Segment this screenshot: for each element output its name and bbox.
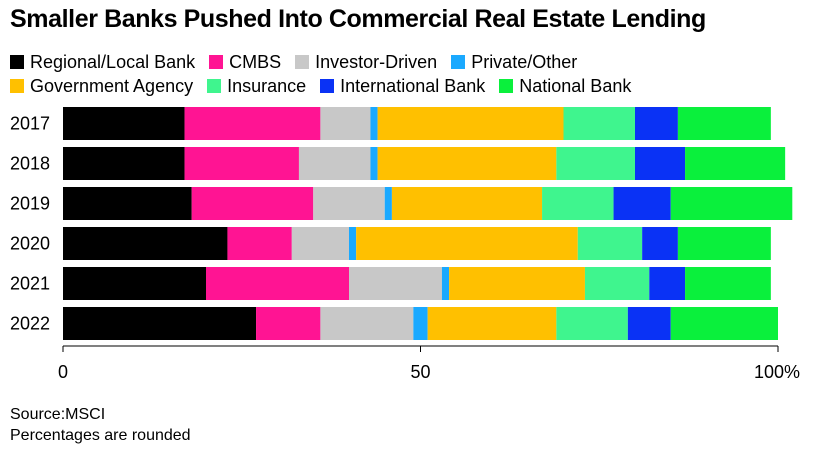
x-tick-label: 100% bbox=[754, 362, 800, 382]
bar-segment bbox=[370, 107, 378, 140]
legend-item: Regional/Local Bank bbox=[10, 52, 195, 73]
bar-segment bbox=[627, 307, 671, 340]
source-note: Source:MSCI Percentages are rounded bbox=[10, 404, 191, 446]
category-label: 2017 bbox=[10, 114, 50, 134]
bar-segment bbox=[356, 227, 578, 260]
legend-swatch bbox=[207, 79, 222, 93]
legend-item: Private/Other bbox=[451, 52, 577, 73]
bar-segment bbox=[685, 147, 786, 180]
bar-segment bbox=[427, 307, 557, 340]
bar-segment bbox=[635, 107, 678, 140]
bar-segment bbox=[184, 147, 299, 180]
bar-segment bbox=[349, 227, 357, 260]
bar-segment bbox=[449, 267, 585, 300]
legend-swatch bbox=[209, 55, 224, 69]
bar-segment bbox=[577, 227, 643, 260]
category-label: 2021 bbox=[10, 274, 50, 294]
bar-segment bbox=[670, 187, 793, 220]
bar-segment bbox=[384, 187, 392, 220]
bar-segment bbox=[391, 187, 543, 220]
bar-segment bbox=[542, 187, 614, 220]
bar-segment bbox=[685, 267, 771, 300]
bar-segment bbox=[63, 107, 185, 140]
bar-segment bbox=[377, 107, 564, 140]
legend-item: Investor-Driven bbox=[295, 52, 437, 73]
bar-segment bbox=[642, 227, 678, 260]
legend-item: Government Agency bbox=[10, 76, 193, 97]
legend-swatch bbox=[10, 79, 24, 93]
source-line: Source:MSCI bbox=[10, 406, 106, 423]
legend-label: National Bank bbox=[519, 75, 632, 96]
legend-label: Regional/Local Bank bbox=[30, 51, 196, 72]
bar-segment bbox=[227, 227, 292, 260]
bar-segment bbox=[63, 147, 185, 180]
bar-segment bbox=[635, 147, 686, 180]
legend-item: Insurance bbox=[207, 76, 306, 97]
bar-segment bbox=[584, 267, 650, 300]
chart-title: Smaller Banks Pushed Into Commercial Rea… bbox=[10, 5, 706, 33]
bar-segment bbox=[320, 307, 414, 340]
legend-item: National Bank bbox=[499, 76, 631, 97]
bar-segment bbox=[184, 107, 321, 140]
category-label: 2020 bbox=[10, 234, 50, 254]
bar-segment bbox=[556, 147, 635, 180]
bar-segment bbox=[63, 227, 228, 260]
legend-row: Government Agency Insurance International … bbox=[10, 74, 810, 98]
bar-segment bbox=[677, 107, 771, 140]
legend-label: Investor-Driven bbox=[315, 51, 438, 72]
x-tick-label: 0 bbox=[58, 362, 68, 382]
bar-segment bbox=[677, 227, 771, 260]
source-line: Percentages are rounded bbox=[10, 427, 191, 444]
legend-swatch bbox=[451, 55, 466, 69]
bar-segment bbox=[613, 187, 671, 220]
bar-segment bbox=[298, 147, 371, 180]
category-label: 2019 bbox=[10, 194, 50, 214]
legend-label: International Bank bbox=[340, 75, 486, 96]
legend-swatch bbox=[499, 79, 514, 93]
bar-segment bbox=[206, 267, 349, 300]
legend-item: International Bank bbox=[320, 76, 485, 97]
bar-segment bbox=[191, 187, 314, 220]
bar-segment bbox=[563, 107, 635, 140]
legend-label: CMBS bbox=[229, 51, 282, 72]
category-label: 2022 bbox=[10, 314, 50, 334]
bar-segment bbox=[349, 267, 442, 300]
bar-segment bbox=[256, 307, 321, 340]
legend-swatch bbox=[320, 79, 335, 93]
legend-label: Government Agency bbox=[30, 75, 194, 96]
legend: Regional/Local Bank CMBS Investor-Driven Pr… bbox=[10, 50, 810, 98]
bar-segment bbox=[649, 267, 686, 300]
legend-label: Private/Other bbox=[471, 51, 578, 72]
bar-segment bbox=[413, 307, 428, 340]
legend-label: Insurance bbox=[227, 75, 307, 96]
legend-swatch bbox=[295, 55, 310, 69]
bar-segment bbox=[63, 187, 192, 220]
bar-segment bbox=[370, 147, 378, 180]
category-label: 2018 bbox=[10, 154, 50, 174]
legend-row: Regional/Local Bank CMBS Investor-Driven Pr… bbox=[10, 50, 810, 74]
bar-segment bbox=[320, 107, 371, 140]
x-tick-label: 50 bbox=[410, 362, 430, 382]
bar-segment bbox=[291, 227, 349, 260]
bar-segment bbox=[556, 307, 628, 340]
bar-segment bbox=[63, 307, 257, 340]
bar-segment bbox=[63, 267, 206, 300]
bar-segment bbox=[377, 147, 557, 180]
bar-segment bbox=[670, 307, 778, 340]
legend-item: CMBS bbox=[209, 52, 281, 73]
legend-swatch bbox=[10, 55, 24, 69]
bar-segment bbox=[441, 267, 450, 300]
bar-segment bbox=[313, 187, 385, 220]
